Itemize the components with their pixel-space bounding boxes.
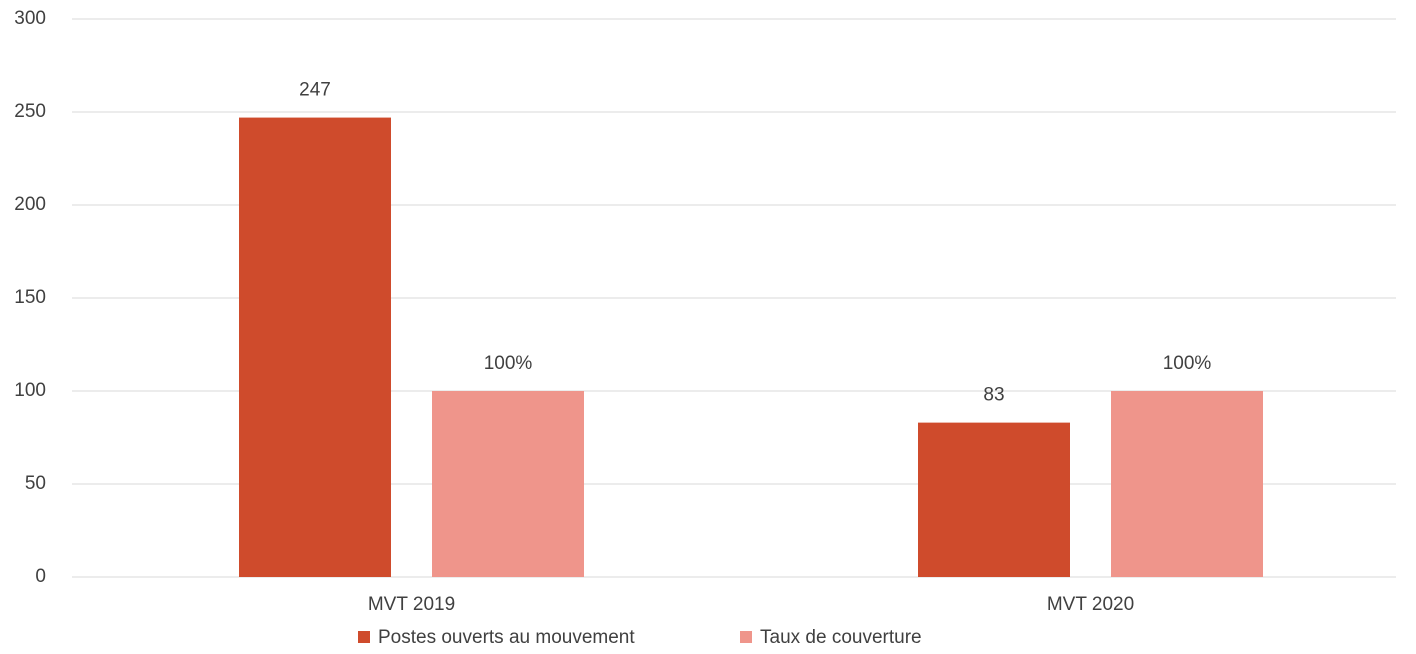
y-tick-label: 100 — [14, 380, 46, 401]
x-tick-label: MVT 2019 — [368, 594, 455, 615]
legend-swatch — [358, 631, 370, 643]
y-tick-label: 0 — [35, 566, 46, 587]
y-tick-label: 300 — [14, 8, 46, 29]
legend-swatch — [740, 631, 752, 643]
data-label: 83 — [983, 385, 1004, 406]
data-label: 247 — [299, 80, 331, 101]
y-tick-label: 150 — [14, 287, 46, 308]
legend-label: Taux de couverture — [760, 627, 922, 648]
bar — [1111, 391, 1263, 577]
legend-label: Postes ouverts au mouvement — [378, 627, 635, 648]
bar — [432, 391, 584, 577]
data-label: 100% — [1163, 353, 1212, 374]
bar — [918, 422, 1070, 577]
data-label: 100% — [484, 353, 533, 374]
bar — [239, 117, 391, 577]
x-tick-label: MVT 2020 — [1047, 594, 1134, 615]
y-tick-label: 50 — [25, 473, 46, 494]
y-tick-label: 200 — [14, 194, 46, 215]
y-tick-label: 250 — [14, 101, 46, 122]
